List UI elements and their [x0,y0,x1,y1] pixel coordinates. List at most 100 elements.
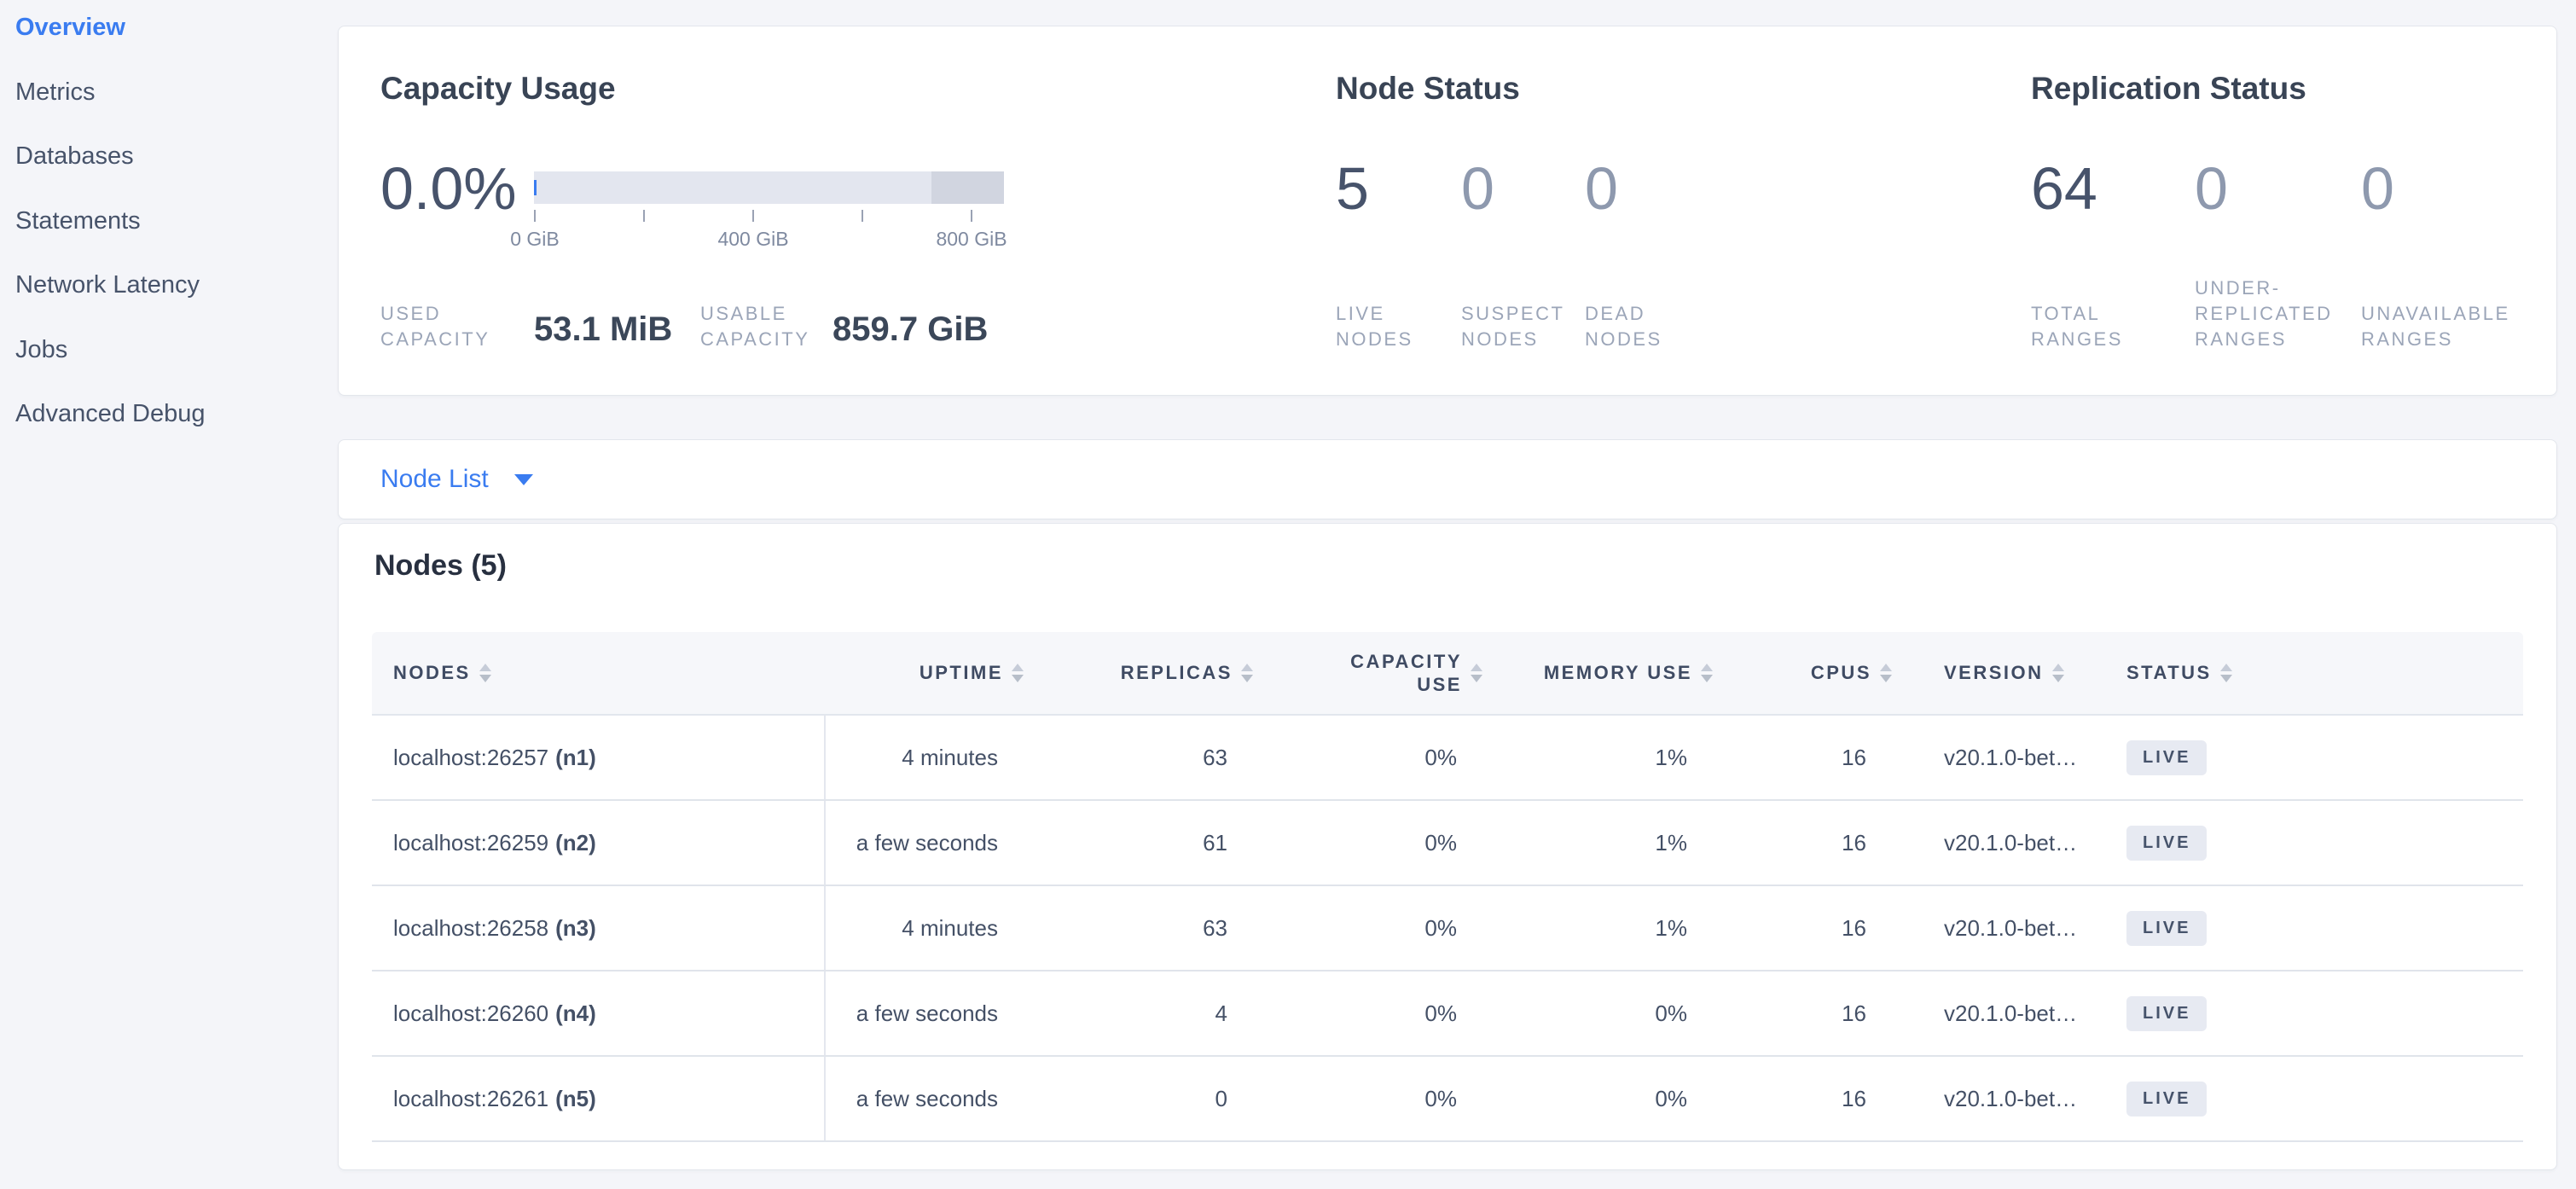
dead-nodes-label: DEAD NODES [1585,303,1662,350]
table-row-node-4[interactable]: localhost:26260 (n4) a few seconds 4 0% … [372,972,2523,1057]
node-list-dropdown-label: Node List [380,465,489,493]
capacity-use-cell: 0% [1424,914,1457,941]
column-header-status[interactable]: STATUS [2088,632,2523,714]
version-cell: v20.1.0-bet… [1944,829,2078,856]
table-row-node-1[interactable]: localhost:26257 (n1) 4 minutes 63 0% 1% … [372,716,2523,801]
capacity-use-cell: 0% [1424,1000,1457,1026]
node-id: (n1) [555,744,596,770]
cpus-cell: 16 [1842,1085,1866,1111]
used-capacity-value: 53.1 MiB [534,310,673,348]
column-header-replicas[interactable]: REPLICAS [1037,632,1267,714]
suspect-nodes-label: SUSPECT NODES [1461,303,1565,350]
sidebar-item-advanced-debug[interactable]: Advanced Debug [15,400,206,427]
sort-icon [1471,664,1482,682]
column-label: REPLICAS [1120,662,1233,683]
usable-capacity-value: 859.7 GiB [833,310,989,348]
capacity-use-cell: 0% [1424,829,1457,856]
axis-tick [862,210,863,222]
replication-status-title: Replication Status [2031,71,2306,106]
sort-icon [1701,664,1713,682]
node-address-cell: localhost:26261 (n5) [372,1057,826,1140]
table-row-node-5[interactable]: localhost:26261 (n5) a few seconds 0 0% … [372,1057,2523,1142]
nodes-table: NODES UPTIME REPLICAS CAPACITY USE MEMOR… [372,632,2523,1142]
capacity-bar-unusable-segment [931,171,1004,204]
nodes-table-title: Nodes (5) [374,549,507,582]
sidebar-item-overview[interactable]: Overview [15,14,125,41]
cpus-cell: 16 [1842,744,1866,770]
sort-icon [2051,664,2064,682]
nodes-table-header: NODES UPTIME REPLICAS CAPACITY USE MEMOR… [372,632,2523,716]
table-row-node-3[interactable]: localhost:26258 (n3) 4 minutes 63 0% 1% … [372,886,2523,972]
axis-tick [534,210,536,222]
column-label: NODES [393,662,471,683]
cpus-cell: 16 [1842,914,1866,941]
column-label: STATUS [2126,662,2212,683]
used-capacity-label: USED CAPACITY [380,303,490,350]
table-row-node-2[interactable]: localhost:26259 (n2) a few seconds 61 0%… [372,801,2523,886]
replicas-cell: 0 [1215,1085,1227,1111]
total-ranges-label: TOTAL RANGES [2031,303,2123,350]
capacity-use-cell: 0% [1424,1085,1457,1111]
total-ranges-count: 64 [2031,155,2097,222]
column-label: MEMORY USE [1543,662,1692,683]
column-header-capacity-use[interactable]: CAPACITY USE [1267,632,1496,714]
status-badge: LIVE [2126,995,2208,1031]
column-header-nodes[interactable]: NODES [372,632,826,714]
sort-icon [1241,664,1253,682]
column-header-memory-use[interactable]: MEMORY USE [1496,632,1726,714]
memory-use-cell: 0% [1655,1000,1687,1026]
axis-tick [643,210,645,222]
uptime-cell: 4 minutes [902,914,998,941]
column-label: CPUS [1810,662,1871,683]
memory-use-cell: 1% [1655,744,1687,770]
sort-icon [1012,664,1024,682]
sidebar-item-network-latency[interactable]: Network Latency [15,271,200,299]
memory-use-cell: 1% [1655,914,1687,941]
node-address-cell: localhost:26260 (n4) [372,972,826,1055]
status-cell: LIVE [2088,716,2523,799]
sidebar-item-jobs[interactable]: Jobs [15,336,68,363]
axis-tick [971,210,972,222]
uptime-cell: a few seconds [856,1085,998,1111]
status-badge: LIVE [2126,910,2208,946]
node-status-title: Node Status [1336,71,1520,106]
replicas-cell: 4 [1215,1000,1227,1026]
node-address: localhost:26257 [393,744,549,770]
axis-label-0: 0 GiB [510,228,560,250]
capacity-use-cell: 0% [1424,744,1457,770]
axis-label-400: 400 GiB [717,228,789,250]
sort-icon [2219,664,2232,682]
live-nodes-count: 5 [1336,155,1369,222]
cluster-overview-card: Capacity Usage 0.0% 0 GiB 400 GiB 800 Gi… [338,26,2557,396]
uptime-cell: a few seconds [856,829,998,856]
node-list-dropdown[interactable]: Node List [380,440,533,519]
node-address-cell: localhost:26257 (n1) [372,716,826,799]
version-cell: v20.1.0-bet… [1944,914,2078,941]
status-cell: LIVE [2088,1057,2523,1140]
status-badge: LIVE [2126,740,2208,775]
uptime-cell: 4 minutes [902,744,998,770]
column-header-version[interactable]: VERSION [1906,632,2088,714]
status-cell: LIVE [2088,972,2523,1055]
sidebar-item-metrics[interactable]: Metrics [15,78,96,106]
node-address: localhost:26261 [393,1085,549,1111]
memory-use-cell: 0% [1655,1085,1687,1111]
column-label: UPTIME [919,662,1003,683]
under-replicated-ranges-count: 0 [2195,155,2228,222]
unavailable-ranges-label: UNAVAILABLE RANGES [2361,303,2510,350]
node-address: localhost:26258 [393,914,549,941]
status-cell: LIVE [2088,886,2523,970]
status-cell: LIVE [2088,801,2523,884]
replicas-cell: 63 [1203,744,1227,770]
sidebar-item-databases[interactable]: Databases [15,142,134,170]
unavailable-ranges-count: 0 [2361,155,2394,222]
capacity-bar-used-segment [534,180,537,195]
column-label: CAPACITY USE [1350,651,1462,695]
memory-use-cell: 1% [1655,829,1687,856]
node-address-cell: localhost:26258 (n3) [372,886,826,970]
view-selector-card: Node List [338,439,2557,519]
column-header-uptime[interactable]: UPTIME [826,632,1037,714]
version-cell: v20.1.0-bet… [1944,1085,2078,1111]
sidebar-item-statements[interactable]: Statements [15,207,141,235]
column-header-cpus[interactable]: CPUS [1726,632,1906,714]
